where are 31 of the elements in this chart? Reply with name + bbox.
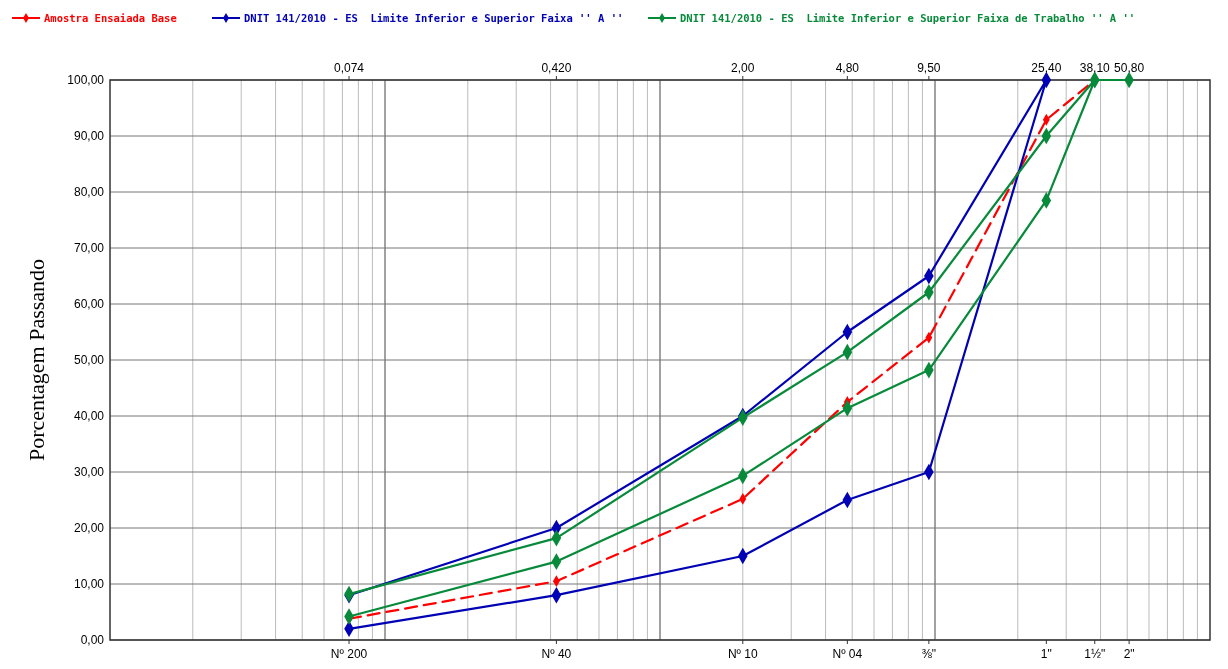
y-tick-label: 70,00 [73, 241, 105, 255]
text: Nº 04 [832, 647, 863, 661]
y-tick-label: 0,00 [80, 633, 105, 647]
y-axis-title: Porcentagem Passando [24, 258, 49, 462]
y-tick-label: 100,00 [67, 73, 105, 87]
y-tick-label: 10,00 [73, 577, 105, 591]
y-tick-label: 30,00 [73, 465, 105, 479]
y-tick-label: 50,00 [73, 353, 105, 367]
x-tick-label: 0,074 [334, 61, 365, 75]
x-tick-label: 4,80 [835, 61, 860, 75]
text: Nº 10 [727, 647, 758, 661]
x-tick-label: 38,10 [1079, 61, 1111, 75]
text: ⅜" [921, 647, 937, 661]
x-tick-label: 9,50 [917, 61, 941, 75]
y-tick-label: 90,00 [73, 129, 105, 143]
text: 2" [1123, 647, 1135, 661]
legend-label: DNIT 141/2010 - ES Limite Inferior e Superior Faixa '' A '' [244, 12, 624, 24]
x-tick-label: 2,00 [731, 61, 755, 75]
text: 1½" [1084, 647, 1106, 661]
y-tick-label: 40,00 [73, 409, 105, 423]
x-tick-label: 50,80 [1114, 61, 1145, 75]
text: 1" [1040, 647, 1052, 661]
y-tick-label: 20,00 [73, 521, 105, 535]
x-tick-label: 25,40 [1031, 61, 1062, 75]
y-tick-label: 80,00 [73, 185, 105, 199]
legend-label: DNIT 141/2010 - ES Limite Inferior e Superior Faixa de Trabalho '' A '' [680, 12, 1136, 24]
legend-label: Amostra Ensaiada Base [44, 12, 177, 24]
y-tick-label: 60,00 [73, 297, 105, 311]
text: Nº 40 [541, 647, 572, 661]
text: Nº 200 [330, 647, 368, 661]
x-tick-label: 0,420 [541, 61, 572, 75]
